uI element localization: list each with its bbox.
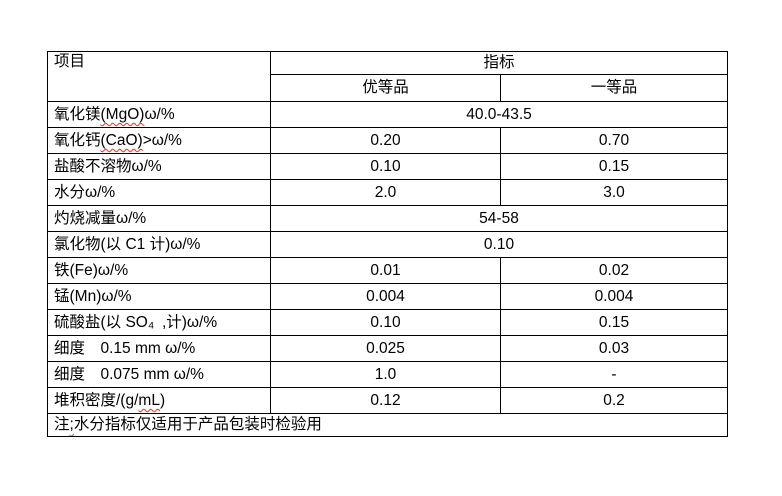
spellcheck-squiggle: mL [138,391,160,409]
table-row: 硫酸盐(以 SO₄ ,计)ω/% 0.10 0.15 [47,309,729,336]
table-row: 氧化钙(CaO)>ω/% 0.20 0.70 [47,127,729,154]
table-row: 氧化镁(MgO)ω/% 40.0-43.5 [47,101,729,128]
table-body: 氧化镁(MgO)ω/% 40.0-43.5 氧化钙(CaO)>ω/% 0.20 0.70… [47,101,729,414]
table-row: 锰(Mn)ω/% 0.004 0.004 [47,283,729,310]
row-value-first-grade: 0.03 [499,335,729,362]
row-value-premium-grade: 0.10 [270,309,501,336]
table-row: 细度 0.075 mm ω/% 1.0- [47,361,729,388]
header-cell-premium-grade: 优等品 [270,74,501,102]
spec-table: 项目 指标 优等品 一等品 氧化镁(MgO)ω/% 40.0-43.5 氧化钙(Ca… [46,51,729,437]
row-value-first-grade: - [499,361,729,388]
row-label: 锰(Mn)ω/% [47,283,271,310]
row-value-both-grades: 54-58 [269,205,729,232]
row-label: 细度 0.075 mm ω/% [47,361,271,388]
row-value-premium-grade: 1.0 [270,361,501,388]
spellcheck-squiggle: ; [69,416,74,434]
row-value-premium-grade: 2.0 [270,179,501,206]
row-value-premium-grade: 0.12 [270,387,501,414]
note-cell: 注;水分指标仅适用于产品包装时检验用 [46,413,729,437]
spellcheck-squiggle: (CaO) [100,131,143,149]
header-cell-index: 指标 [269,51,729,75]
table-row: 细度 0.15 mm ω/% 0.025 0.03 [47,335,729,362]
row-value-both-grades: 40.0-43.5 [269,101,729,128]
header-row-1: 项目 指标 [47,51,729,102]
table-row: 堆积密度/(g/mL) 0.12 0.2 [47,387,729,414]
row-label: 铁(Fe)ω/% [47,257,271,284]
row-label: 堆积密度/(g/mL) [47,387,271,414]
row-value-first-grade: 0.2 [499,387,729,414]
row-value-premium-grade: 0.20 [270,127,501,154]
table-footer: 注;水分指标仅适用于产品包装时检验用 [46,413,729,437]
header-cell-item: 项目 [47,51,271,102]
header-row-2: 优等品 一等品 [48,74,729,102]
row-value-both-grades: 0.10 [269,231,729,258]
note-row: 注;水分指标仅适用于产品包装时检验用 [46,413,729,437]
table-header: 项目 指标 优等品 一等品 [47,51,729,102]
row-label: 硫酸盐(以 SO₄ ,计)ω/% [47,309,271,336]
table-row: 水分ω/% 2.0 3.0 [47,179,729,206]
row-value-first-grade: 3.0 [499,179,729,206]
row-label: 氧化钙(CaO)>ω/% [47,127,271,154]
table-row: 盐酸不溶物ω/% 0.10 0.15 [47,153,729,180]
table-row: 灼烧减量ω/% 54-58 [47,205,729,232]
row-label: 水分ω/% [47,179,271,206]
table-row: 铁(Fe)ω/% 0.01 0.02 [47,257,729,284]
row-value-premium-grade: 0.10 [270,153,501,180]
table-row: 氯化物(以 C1 计)ω/% 0.10 [47,231,729,258]
row-value-first-grade: 0.02 [499,257,729,284]
spellcheck-squiggle: (MgO) [100,105,145,123]
row-value-first-grade: 0.15 [499,153,729,180]
header-cell-first-grade: 一等品 [499,74,729,102]
row-label: 细度 0.15 mm ω/% [47,335,271,362]
row-label: 灼烧减量ω/% [47,205,271,232]
row-value-premium-grade: 0.004 [270,283,501,310]
row-value-first-grade: 0.004 [499,283,729,310]
row-value-premium-grade: 0.01 [270,257,501,284]
row-value-first-grade: 0.70 [499,127,729,154]
row-label: 氧化镁(MgO)ω/% [47,101,271,128]
row-label: 氯化物(以 C1 计)ω/% [47,231,271,258]
row-value-premium-grade: 0.025 [270,335,501,362]
row-value-first-grade: 0.15 [499,309,729,336]
row-label: 盐酸不溶物ω/% [47,153,271,180]
